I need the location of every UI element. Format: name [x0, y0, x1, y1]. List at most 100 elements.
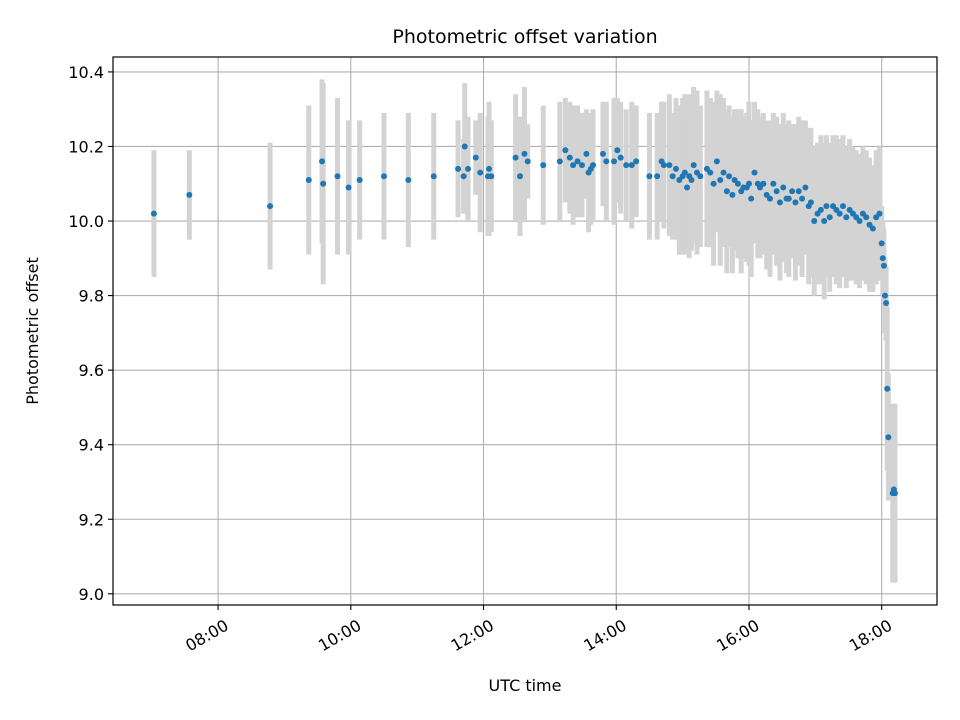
data-point	[882, 292, 889, 299]
data-point	[884, 385, 891, 392]
data-point	[885, 434, 892, 441]
data-point	[811, 218, 818, 225]
data-point	[578, 162, 585, 169]
data-point	[628, 162, 635, 169]
data-point	[789, 188, 796, 195]
y-tick-label: 10.0	[68, 212, 104, 231]
data-point	[734, 180, 741, 187]
data-point	[460, 173, 467, 180]
data-point	[836, 210, 843, 217]
data-point	[745, 180, 752, 187]
data-point	[669, 173, 676, 180]
data-point	[540, 162, 547, 169]
data-point	[856, 218, 863, 225]
data-point	[792, 199, 799, 206]
data-point	[319, 158, 326, 165]
data-point	[405, 177, 412, 184]
x-axis-label: UTC time	[489, 676, 562, 695]
data-point	[623, 162, 630, 169]
data-point	[488, 173, 495, 180]
data-point	[611, 158, 618, 165]
data-point	[776, 199, 783, 206]
data-point	[603, 158, 610, 165]
data-point	[556, 158, 563, 165]
data-point	[617, 154, 624, 161]
data-point	[710, 180, 717, 187]
y-tick-label: 9.8	[79, 287, 104, 306]
data-point	[780, 184, 787, 191]
data-point	[817, 206, 824, 213]
data-point	[785, 195, 792, 202]
y-tick-label: 10.4	[68, 63, 104, 82]
data-point	[863, 214, 870, 221]
data-point	[186, 191, 193, 198]
data-points	[150, 143, 898, 497]
data-point	[430, 173, 437, 180]
data-point	[583, 150, 590, 157]
data-point	[883, 300, 890, 307]
y-tick-label: 9.0	[79, 585, 104, 604]
data-point	[723, 188, 730, 195]
data-point	[356, 177, 363, 184]
data-point	[380, 173, 387, 180]
data-point	[566, 154, 573, 161]
data-point	[614, 147, 621, 154]
y-tick-label: 9.6	[79, 361, 104, 380]
data-point	[320, 180, 327, 187]
data-point	[517, 173, 524, 180]
data-point	[760, 180, 767, 187]
data-point	[305, 177, 312, 184]
data-point	[599, 150, 606, 157]
data-point	[697, 173, 704, 180]
data-point	[878, 240, 885, 247]
data-point	[688, 177, 695, 184]
data-point	[684, 184, 691, 191]
data-point	[876, 210, 883, 217]
data-point	[334, 173, 341, 180]
data-point	[720, 169, 727, 176]
data-point	[672, 165, 679, 172]
data-point	[633, 158, 640, 165]
data-point	[512, 154, 519, 161]
data-point	[799, 195, 806, 202]
data-point	[869, 225, 876, 232]
data-point	[807, 199, 814, 206]
y-tick-label: 9.2	[79, 510, 104, 529]
data-point	[267, 203, 274, 210]
data-point	[821, 218, 828, 225]
data-point	[839, 203, 846, 210]
data-point	[770, 180, 777, 187]
data-point	[826, 214, 833, 221]
y-axis-label: Photometric offset	[23, 257, 42, 405]
data-point	[773, 188, 780, 195]
data-point	[681, 169, 688, 176]
data-point	[562, 147, 569, 154]
data-point	[843, 214, 850, 221]
data-point	[717, 177, 724, 184]
data-point	[666, 162, 673, 169]
data-point	[486, 165, 493, 172]
data-point	[707, 169, 714, 176]
data-point	[891, 490, 898, 497]
data-point	[726, 173, 733, 180]
data-point	[729, 191, 736, 198]
data-point	[879, 255, 886, 262]
data-point	[795, 188, 802, 195]
data-point	[802, 184, 809, 191]
data-point	[345, 184, 352, 191]
data-point	[590, 162, 597, 169]
data-point	[748, 195, 755, 202]
data-point	[465, 165, 472, 172]
y-axis: 9.0 9.2 9.4 9.6 9.8 10.0 10.2 10.4	[68, 63, 113, 604]
data-point	[880, 262, 887, 269]
data-point	[461, 143, 468, 150]
plot-frame	[112, 56, 938, 606]
y-tick-label: 10.2	[68, 137, 104, 156]
data-point	[524, 158, 531, 165]
data-point	[477, 169, 484, 176]
chart-title: Photometric offset variation	[392, 26, 657, 48]
data-point	[751, 169, 758, 176]
data-point	[654, 173, 661, 180]
